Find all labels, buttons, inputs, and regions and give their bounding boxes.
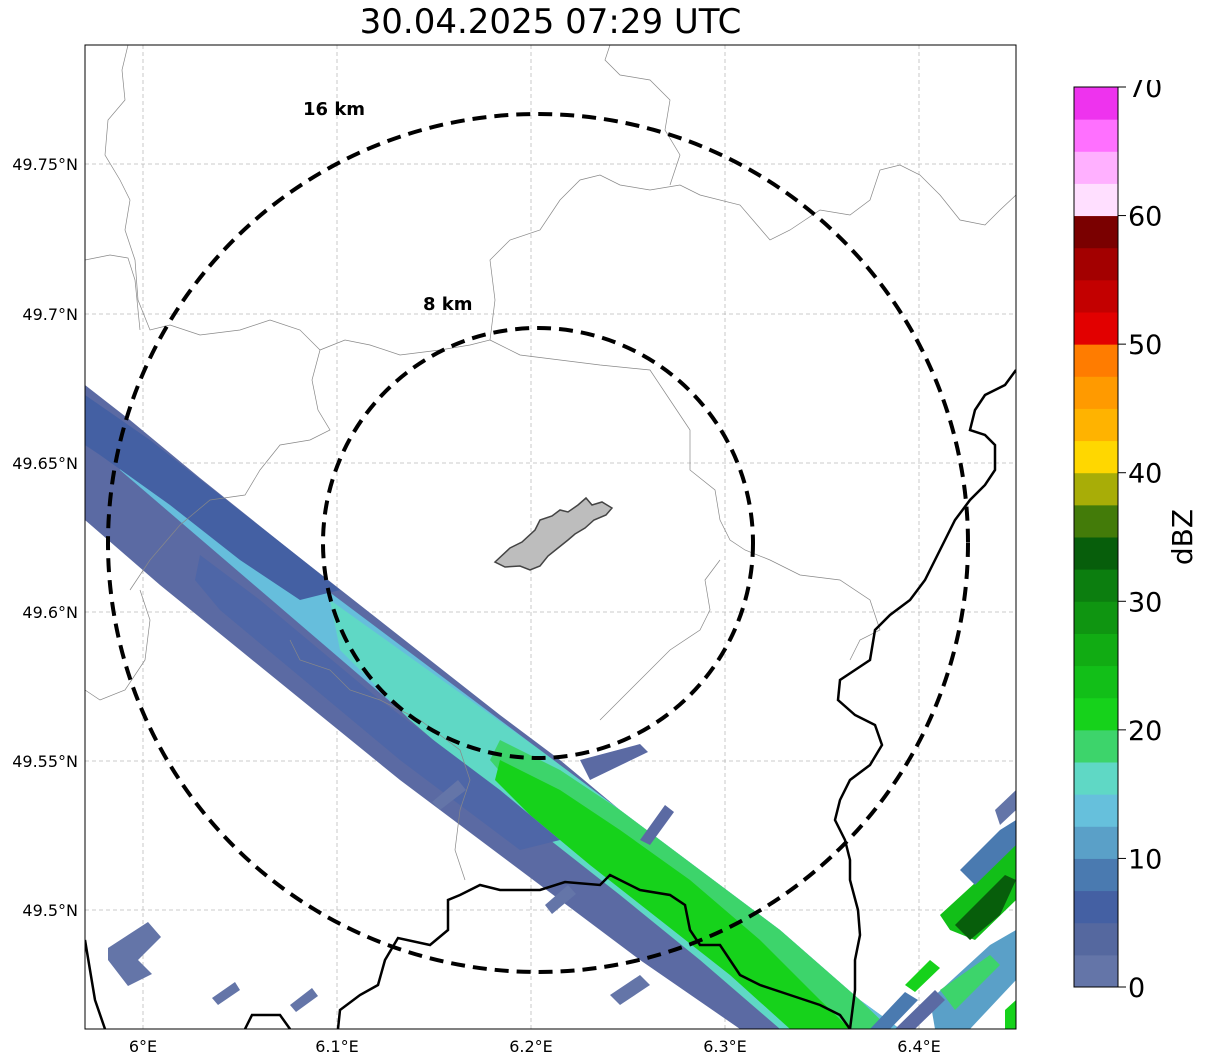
lon-tick-label: 6.2°E	[509, 1037, 553, 1056]
colorbar-swatch	[1074, 119, 1118, 152]
colorbar-label: dBZ	[1166, 509, 1199, 565]
colorbar-swatch	[1074, 376, 1118, 409]
colorbar-tick-label: 10	[1128, 844, 1162, 875]
lon-tick-label: 6.4°E	[897, 1037, 941, 1056]
colorbar-swatch	[1074, 890, 1118, 924]
colorbar-swatch	[1074, 601, 1118, 634]
colorbar-swatch	[1074, 729, 1118, 763]
lat-tick-label: 49.5°N	[22, 901, 78, 920]
range-rings	[106, 112, 970, 974]
radar-map: 16 km 8 km 49.75°N 49.7°N 49.65°N 49.6°N…	[12, 44, 1017, 1056]
colorbar-ticks: 0 10 20 30 40 50 60 70	[1118, 80, 1162, 1000]
radar-echo-band	[85, 385, 900, 1029]
colorbar-swatches	[1074, 87, 1118, 988]
lon-axis: 6°E 6.1°E 6.2°E 6.3°E 6.4°E	[129, 1037, 941, 1056]
colorbar-swatch	[1074, 312, 1118, 345]
colorbar-swatch	[1074, 826, 1118, 859]
colorbar-swatch	[1074, 247, 1118, 281]
lat-tick-label: 49.6°N	[22, 603, 78, 622]
lat-tick-label: 49.7°N	[22, 305, 78, 324]
colorbar: 0 10 20 30 40 50 60 70 dBZ	[1073, 80, 1199, 1000]
colorbar-tick-label: 70	[1128, 80, 1162, 104]
map-title: 30.04.2025 07:29 UTC	[359, 2, 742, 42]
admin-boundaries	[85, 45, 1016, 881]
lon-tick-label: 6.1°E	[315, 1037, 359, 1056]
colorbar-swatch	[1074, 954, 1118, 988]
ring-label-8km: 8 km	[423, 294, 473, 315]
lat-tick-label: 49.65°N	[12, 454, 78, 473]
colorbar-swatch	[1074, 762, 1118, 795]
colorbar-swatch	[1074, 151, 1118, 184]
national-boundaries	[85, 369, 1016, 1029]
colorbar-tick-label: 20	[1128, 716, 1162, 747]
lon-tick-label: 6.3°E	[703, 1037, 747, 1056]
colorbar-swatch	[1074, 665, 1118, 699]
colorbar-tick-label: 50	[1128, 330, 1162, 361]
colorbar-swatch	[1074, 858, 1118, 892]
colorbar-swatch	[1074, 697, 1118, 731]
colorbar-swatch	[1074, 633, 1118, 667]
map-frame	[84, 44, 1017, 1030]
colorbar-swatch	[1074, 344, 1118, 377]
city-area	[493, 496, 614, 571]
colorbar-swatch	[1074, 922, 1118, 956]
range-ring-8km	[321, 326, 755, 760]
colorbar-swatch	[1074, 472, 1118, 506]
colorbar-swatch	[1074, 279, 1118, 313]
colorbar-swatch	[1074, 87, 1118, 120]
colorbar-frame	[1073, 86, 1119, 988]
lat-axis: 49.75°N 49.7°N 49.65°N 49.6°N 49.55°N 49…	[12, 155, 78, 920]
colorbar-swatch	[1074, 215, 1118, 249]
colorbar-tick-label: 30	[1128, 587, 1162, 618]
colorbar-swatch	[1074, 408, 1118, 442]
colorbar-swatch	[1074, 183, 1118, 217]
ring-label-16km: 16 km	[303, 99, 365, 120]
lat-tick-label: 49.75°N	[12, 155, 78, 174]
colorbar-swatch	[1074, 504, 1118, 538]
colorbar-tick-label: 40	[1128, 459, 1162, 490]
colorbar-swatch	[1074, 537, 1118, 570]
colorbar-swatch	[1074, 440, 1118, 474]
radar-echo-scatter	[108, 744, 1016, 1029]
range-ring-16km	[106, 112, 970, 974]
lat-tick-label: 49.55°N	[12, 752, 78, 771]
colorbar-tick-label: 0	[1128, 973, 1145, 1000]
colorbar-swatch	[1074, 569, 1118, 602]
lon-tick-label: 6°E	[129, 1037, 157, 1056]
colorbar-swatch	[1074, 794, 1118, 827]
colorbar-tick-label: 60	[1128, 202, 1162, 233]
